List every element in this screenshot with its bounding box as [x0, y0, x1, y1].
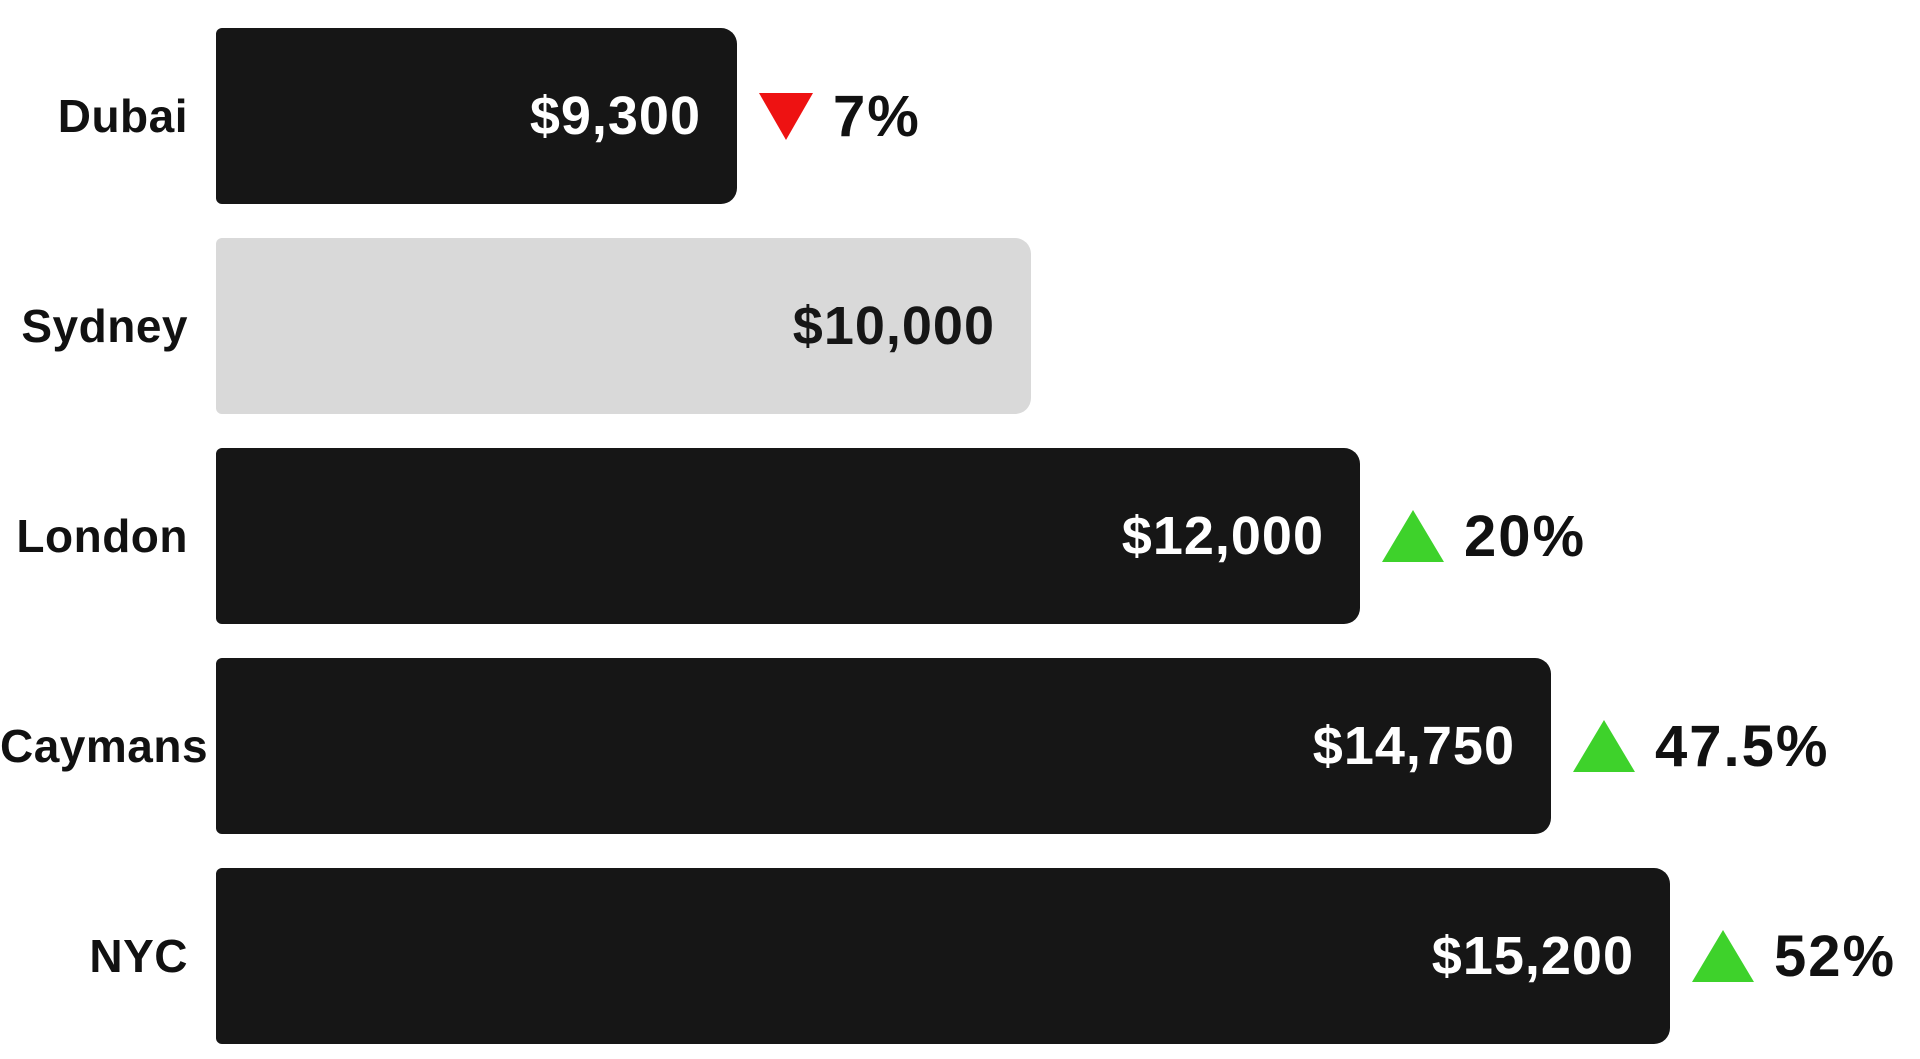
bar-value-label: $10,000 [792, 296, 995, 356]
bar-value-label: $14,750 [1312, 716, 1515, 776]
category-label: Sydney [21, 300, 188, 352]
trend-percent-label: 20% [1464, 503, 1587, 569]
trend-up-icon [1573, 720, 1635, 772]
trend-percent-label: 52% [1774, 923, 1897, 989]
bar-value-label: $15,200 [1431, 926, 1634, 986]
trend-down-icon [759, 92, 813, 140]
bar-value-label: $12,000 [1121, 506, 1324, 566]
category-label: Caymans [0, 720, 209, 772]
value-bar: $9,300 [216, 28, 737, 204]
chart-row: Caymans $14,750 47.5% [0, 658, 1920, 834]
value-bar: $10,000 [216, 238, 1031, 414]
trend-indicator: 47.5% [1573, 713, 1829, 780]
value-bar: $12,000 [216, 448, 1360, 624]
bar-value-label: $9,300 [529, 86, 701, 146]
trend-up-icon [1382, 510, 1444, 562]
chart-row: London $12,000 20% [0, 448, 1920, 624]
trend-percent-label: 7% [833, 83, 921, 149]
chart-row: NYC $15,200 52% [0, 868, 1920, 1044]
value-bar: $14,750 [216, 658, 1551, 834]
trend-indicator: 7% [759, 83, 921, 150]
value-bar: $15,200 [216, 868, 1670, 1044]
trend-indicator: 52% [1692, 923, 1896, 990]
trend-up-icon [1692, 930, 1754, 982]
category-label: Dubai [57, 90, 188, 142]
trend-percent-label: 47.5% [1655, 713, 1830, 779]
chart-row: Dubai $9,300 7% [0, 28, 1920, 204]
category-label: NYC [89, 930, 188, 982]
category-label: London [16, 510, 188, 562]
chart-row: Sydney $10,000 [0, 238, 1920, 414]
trend-indicator: 20% [1382, 503, 1586, 570]
